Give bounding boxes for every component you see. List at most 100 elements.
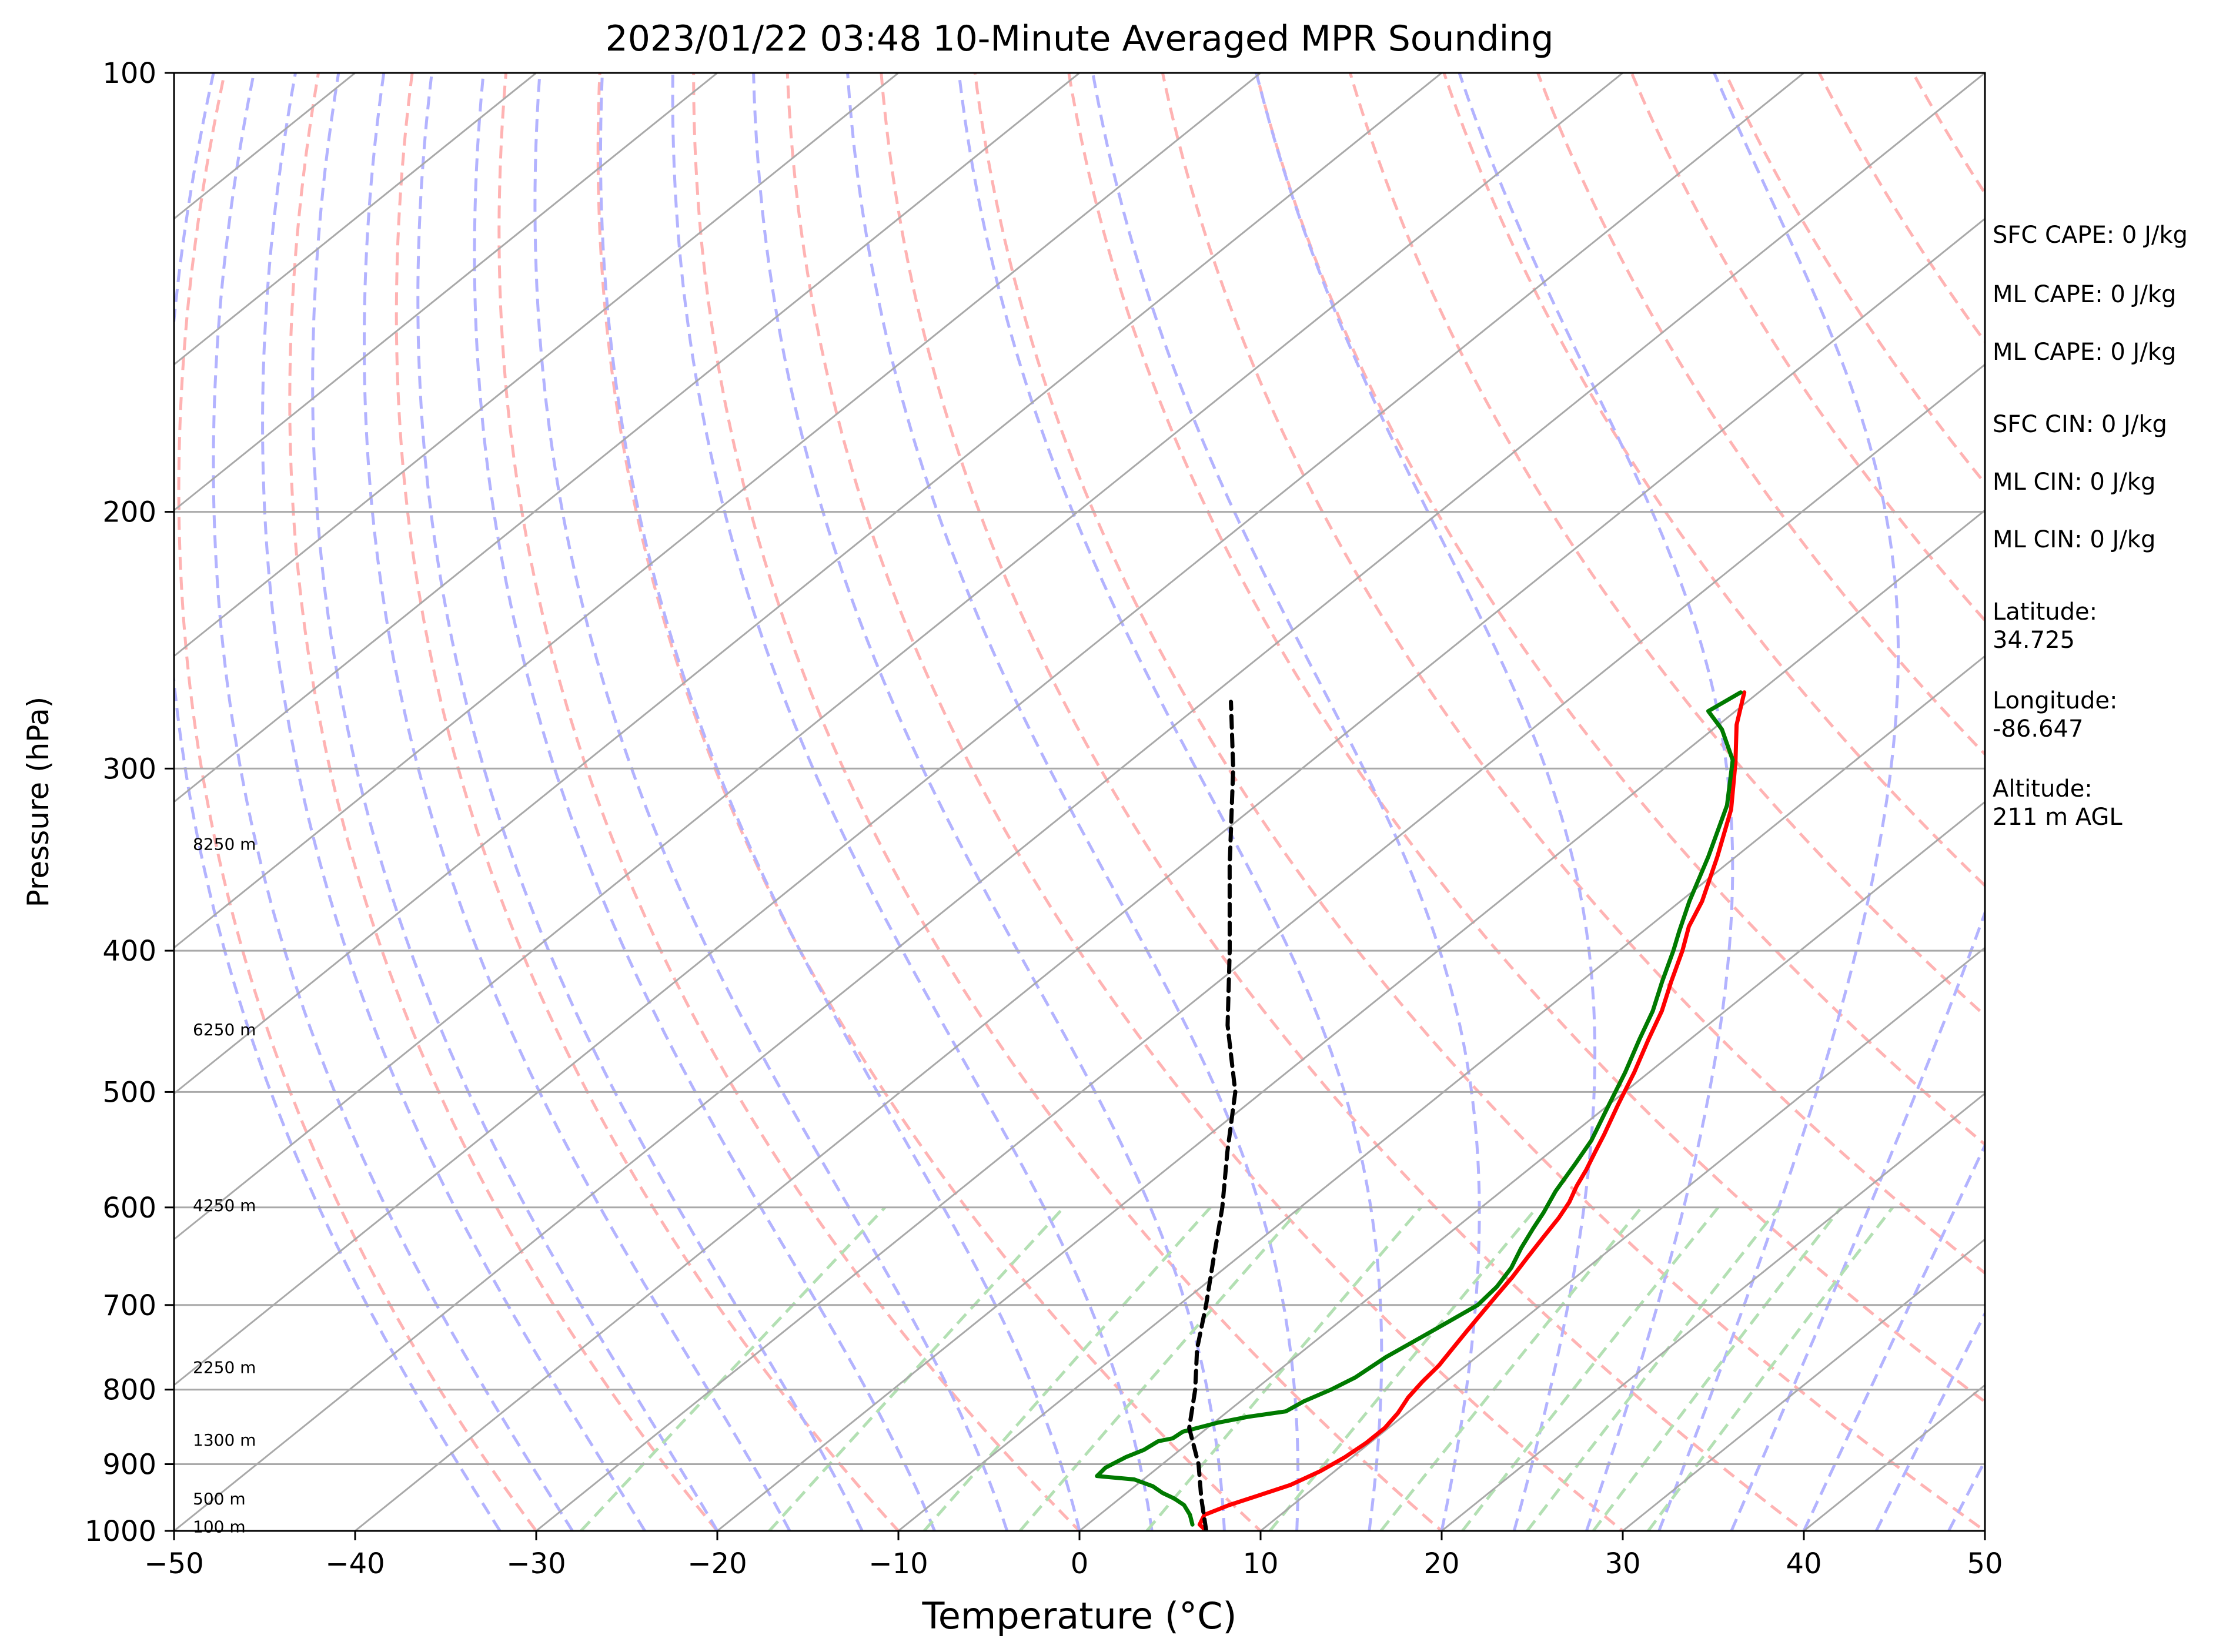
x-tick-label: −30 (506, 1547, 566, 1580)
mixing-ratio-line (1461, 1206, 1720, 1531)
dry-adiabat (1817, 73, 1985, 345)
mixing-ratio-line (1145, 1206, 1422, 1531)
dry-adiabat (1067, 73, 1985, 1404)
isotherm (174, 73, 1804, 1386)
isotherm (174, 73, 1080, 803)
dry-adiabat (177, 73, 539, 1531)
x-tick-label: 0 (1071, 1547, 1089, 1580)
y-tick-label: 400 (102, 935, 156, 968)
longitude-label: Longitude: (1993, 687, 2118, 714)
height-label: 500 m (193, 1489, 246, 1509)
dry-adiabat (1255, 73, 1985, 1146)
isotherm (1441, 1092, 1985, 1531)
ml-cin-text-2: ML CIN: 0 J/kg (1993, 526, 2156, 553)
dry-adiabat (596, 73, 1263, 1531)
moist-adiabat (363, 73, 791, 1531)
dry-adiabat (1536, 73, 1985, 757)
height-label: 6250 m (193, 1020, 256, 1039)
moist-adiabat (533, 73, 1009, 1531)
isotherm (1260, 947, 1985, 1531)
dry-adiabat (1442, 73, 1985, 888)
altitude-label: Altitude: (1993, 775, 2093, 802)
y-tick-label: 100 (102, 57, 156, 90)
mixing-ratio-line (768, 1206, 1065, 1531)
y-tick-label: 800 (102, 1374, 156, 1407)
height-labels: 100 m 500 m 1300 m 2250 m 4250 m 6250 m 8250 m (193, 835, 256, 1537)
sfc-cape-text: SFC CAPE: 0 J/kg (1993, 222, 2188, 249)
longitude-value: -86.647 (1993, 715, 2084, 743)
height-label: 8250 m (193, 835, 256, 854)
dry-adiabat (288, 73, 720, 1531)
axes: −50 −40 −30 −20 −10 0 10 20 30 40 50 1000 900 800 700 6… (85, 57, 2003, 1580)
dewpoint-line (1095, 690, 1743, 1527)
moist-adiabat (1091, 73, 1481, 1531)
mixing-ratio-line (923, 1206, 1212, 1531)
background-lines (174, 41, 2226, 1562)
dry-adiabat (973, 73, 1985, 1531)
isotherm (174, 73, 1623, 1240)
chart-title: 2023/01/22 03:48 10-Minute Averaged MPR … (606, 18, 1554, 59)
mixing-ratio-line (1018, 1206, 1302, 1531)
dry-adiabat (786, 73, 1626, 1531)
latitude-value: 34.725 (1993, 627, 2075, 654)
isotherm (355, 218, 1985, 1531)
mixing-ratio-line (1647, 1206, 1894, 1531)
y-tick-label: 500 (102, 1076, 156, 1109)
moist-adiabat (174, 73, 502, 1531)
moist-adiabat (311, 73, 719, 1531)
moist-adiabat (957, 73, 1383, 1531)
y-tick-label: 600 (102, 1192, 156, 1225)
mixing-ratio-line (1526, 1206, 1780, 1531)
x-tick-label: 50 (1967, 1547, 2003, 1580)
isotherm (174, 73, 1261, 949)
moist-adiabat (416, 73, 864, 1531)
ml-cape-text-2: ML CAPE: 0 J/kg (1993, 339, 2177, 366)
mixing-ratio-line (580, 1206, 886, 1531)
dry-adiabat (2081, 41, 2226, 1562)
dry-adiabat (497, 73, 1082, 1531)
x-tick-label: 30 (1605, 1547, 1640, 1580)
y-axis-label: Pressure (hPa) (21, 697, 55, 908)
moist-adiabat (752, 73, 1226, 1531)
y-tick-label: 1000 (85, 1515, 156, 1548)
temperature-line (1197, 690, 1747, 1531)
height-label: 2250 m (193, 1357, 256, 1377)
moist-adiabat (1730, 908, 1985, 1531)
y-tick-label: 200 (102, 496, 156, 529)
dry-adiabat (692, 73, 1444, 1531)
moist-adiabat (261, 73, 646, 1531)
x-tick-label: −40 (325, 1547, 385, 1580)
moist-adiabat (671, 73, 1154, 1531)
isotherm (717, 509, 1985, 1531)
mixing-ratio-line (1268, 1206, 1538, 1531)
x-tick-label: 20 (1423, 1547, 1459, 1580)
mixing-ratio-line (1592, 1206, 1843, 1531)
mixing-ratio-line (1379, 1206, 1643, 1531)
x-tick-label: 10 (1242, 1547, 1278, 1580)
isotherm (174, 73, 537, 366)
x-tick-label: −20 (687, 1547, 747, 1580)
isotherm (174, 73, 1985, 1531)
dry-adiabat (1630, 73, 1985, 623)
ml-cape-text-1: ML CAPE: 0 J/kg (1993, 281, 2177, 308)
height-label: 100 m (193, 1517, 246, 1536)
moist-adiabat (1458, 73, 1734, 1531)
sfc-cin-text: SFC CIN: 0 J/kg (1993, 411, 2167, 438)
x-tick-label: −50 (144, 1547, 203, 1580)
moist-adiabat (473, 73, 936, 1531)
dry-adiabat (880, 73, 1807, 1531)
dry-adiabat (395, 73, 901, 1531)
isotherm (1622, 1238, 1985, 1531)
latitude-label: Latitude: (1993, 598, 2098, 626)
isotherm (174, 73, 899, 657)
y-tick-label: 300 (102, 753, 156, 785)
ml-cin-text-1: ML CIN: 0 J/kg (1993, 469, 2156, 496)
moist-adiabat (1657, 73, 1900, 1531)
isotherm (898, 655, 1985, 1531)
moist-adiabat (846, 73, 1300, 1531)
dry-adiabat (1723, 73, 1985, 486)
isotherm (536, 363, 1985, 1531)
y-tick-label: 700 (102, 1289, 156, 1322)
x-tick-label: 40 (1786, 1547, 1821, 1580)
sounding-profiles (1095, 690, 1747, 1531)
